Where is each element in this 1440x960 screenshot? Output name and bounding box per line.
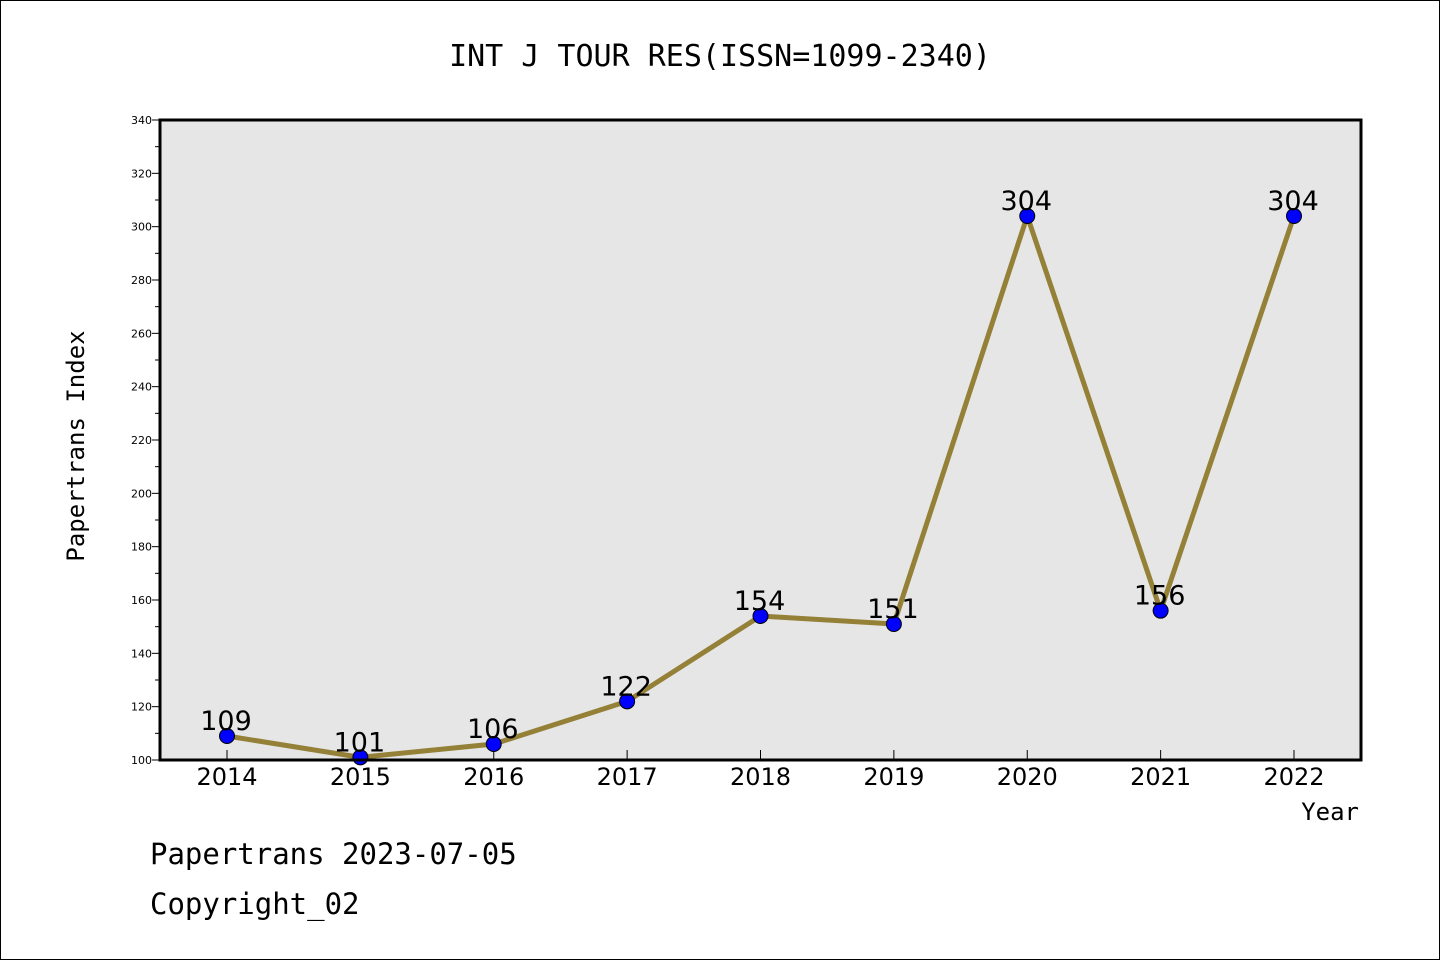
x-tick-label: 2022 xyxy=(1263,763,1324,791)
y-tick-label: 340 xyxy=(131,114,152,127)
y-axis-label: Papertrans Index xyxy=(62,330,90,561)
x-tick-label: 2015 xyxy=(330,763,391,791)
x-axis: 2014 2015 2016 2017 2018 2019 2020 2021 2022 xyxy=(196,750,1325,791)
footer-copyright: Copyright_02 xyxy=(150,887,360,922)
data-point xyxy=(619,693,636,710)
data-point xyxy=(885,616,902,632)
data-point xyxy=(219,728,235,744)
y-tick-label: 140 xyxy=(131,647,152,660)
chart-title: INT J TOUR RES(ISSN=1099-2340) xyxy=(449,39,991,74)
y-tick-label: 220 xyxy=(131,434,152,447)
series-line-group xyxy=(219,208,1302,766)
y-tick-label: 200 xyxy=(131,487,152,500)
data-point xyxy=(1286,208,1302,224)
y-tick-label: 300 xyxy=(131,221,152,234)
plot-border xyxy=(158,118,1363,762)
data-point xyxy=(1152,602,1169,619)
x-tick-label: 2014 xyxy=(196,763,257,791)
x-tick-label: 2019 xyxy=(863,763,924,791)
plot-area xyxy=(160,120,1361,760)
x-tick-label: 2017 xyxy=(597,763,658,791)
x-tick-label: 2020 xyxy=(997,763,1058,791)
footer-date: Papertrans 2023-07-05 xyxy=(150,837,517,871)
data-point xyxy=(485,736,502,752)
x-tick-label: 2016 xyxy=(463,763,524,791)
data-label: 109 xyxy=(200,706,252,737)
data-point xyxy=(752,608,769,624)
data-point xyxy=(1019,208,1036,224)
x-tick-label: 2021 xyxy=(1130,763,1191,791)
x-axis-label: Year xyxy=(1301,798,1359,826)
y-axis: 100 120 140 160 180 200 220 240 260 280 300 320 340 xyxy=(131,114,160,767)
y-tick-label: 160 xyxy=(131,594,152,607)
data-label: 106 xyxy=(467,714,519,745)
data-label: 304 xyxy=(1267,186,1319,217)
y-tick-label: 100 xyxy=(131,754,152,767)
data-label: 156 xyxy=(1134,581,1186,612)
data-label: 151 xyxy=(867,594,919,625)
data-label: 101 xyxy=(334,727,386,758)
y-tick-label: 180 xyxy=(131,541,152,554)
y-tick-label: 280 xyxy=(131,274,152,287)
data-label: 122 xyxy=(600,671,652,702)
data-label: 154 xyxy=(734,586,786,617)
x-tick-label: 2018 xyxy=(730,763,791,791)
y-tick-label: 240 xyxy=(131,381,152,394)
data-labels: 109 101 106 122 154 151 304 156 304 xyxy=(200,186,1319,758)
y-tick-label: 120 xyxy=(131,701,152,714)
y-tick-label: 320 xyxy=(131,167,152,180)
y-tick-label: 260 xyxy=(131,327,152,340)
data-label: 304 xyxy=(1000,186,1052,217)
